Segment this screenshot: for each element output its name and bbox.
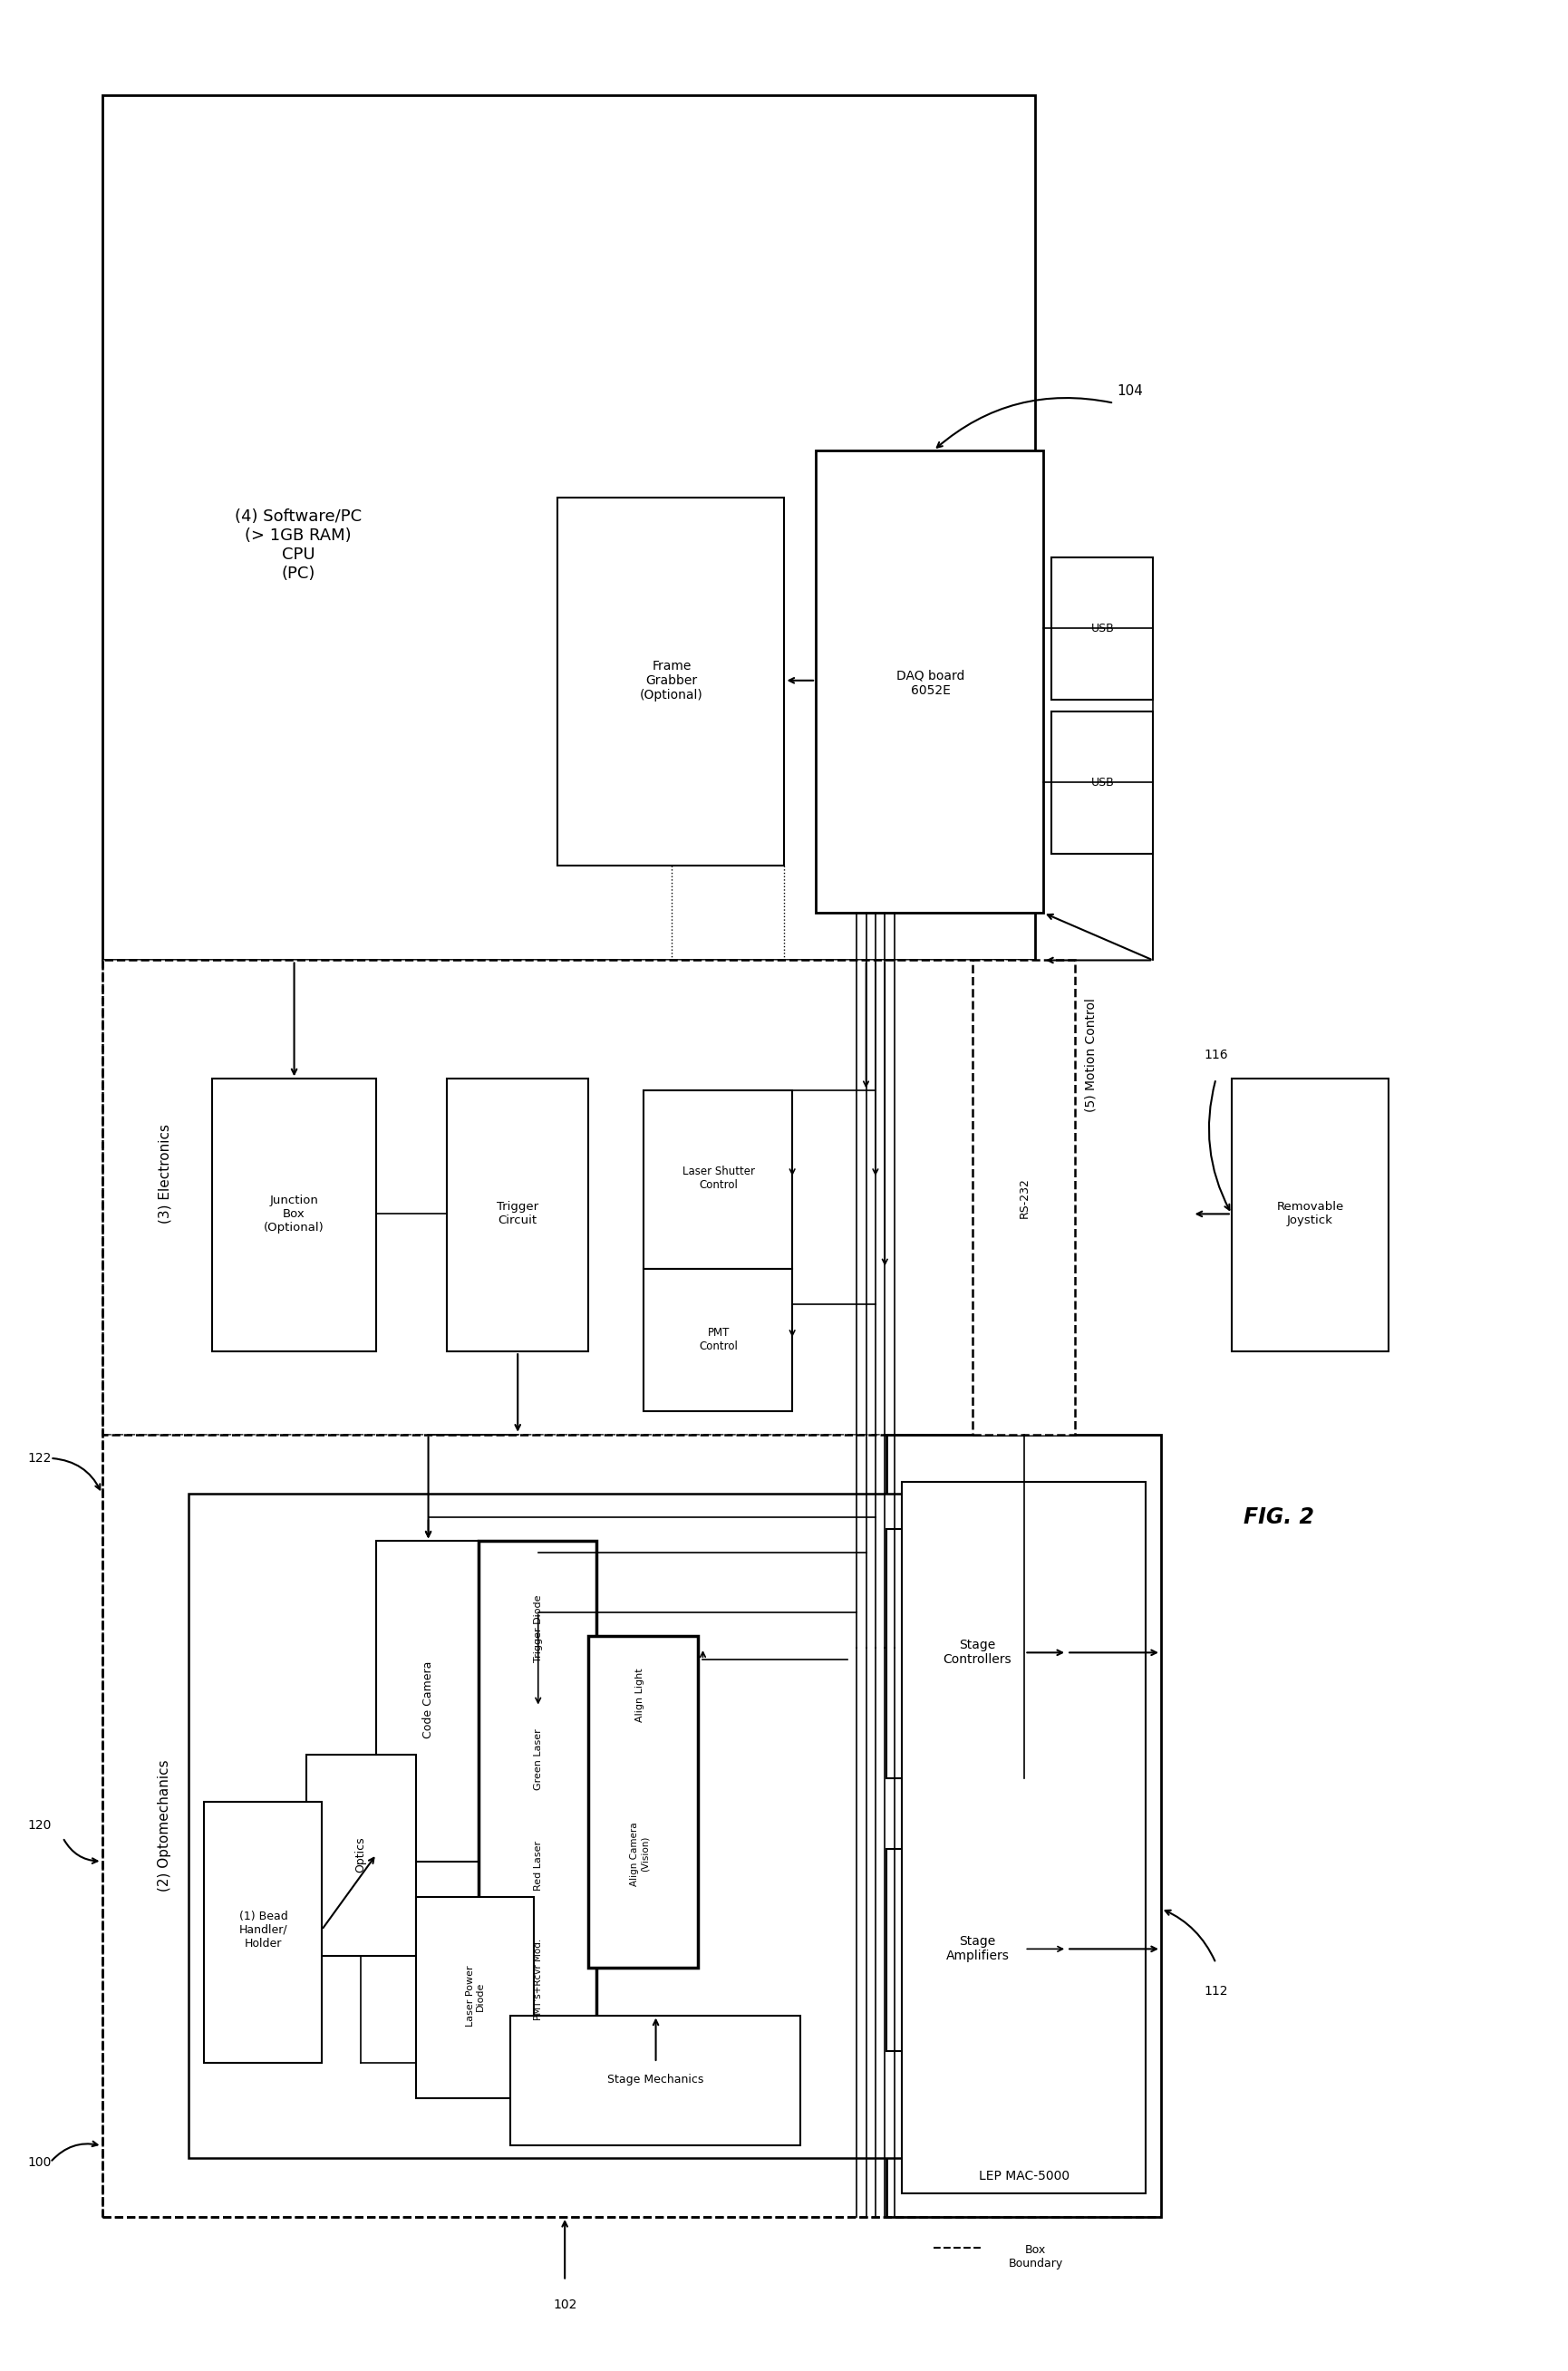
FancyBboxPatch shape xyxy=(886,1434,1160,2217)
Text: Box
Boundary: Box Boundary xyxy=(1008,2245,1062,2269)
FancyBboxPatch shape xyxy=(204,1802,321,2063)
Text: Stage
Amplifiers: Stage Amplifiers xyxy=(946,1935,1008,1963)
Text: Junction
Box
(Optional): Junction Box (Optional) xyxy=(263,1195,325,1233)
FancyBboxPatch shape xyxy=(886,1529,1066,1778)
Text: (2) Optomechanics: (2) Optomechanics xyxy=(158,1759,171,1892)
Text: USB: USB xyxy=(1091,624,1113,633)
FancyBboxPatch shape xyxy=(102,1434,1035,2217)
Text: 102: 102 xyxy=(552,2297,577,2312)
Text: RS-232: RS-232 xyxy=(1018,1176,1030,1219)
FancyBboxPatch shape xyxy=(596,1648,682,1743)
Text: Trigger Diode: Trigger Diode xyxy=(533,1596,543,1662)
Text: USB: USB xyxy=(1091,778,1113,787)
Text: PMT's+Rcvr Mod.: PMT's+Rcvr Mod. xyxy=(533,1939,543,2020)
Text: 116: 116 xyxy=(1203,1048,1228,1062)
FancyBboxPatch shape xyxy=(102,960,1035,1434)
FancyBboxPatch shape xyxy=(212,1079,376,1351)
FancyBboxPatch shape xyxy=(376,1541,478,1861)
Text: Stage
Controllers: Stage Controllers xyxy=(942,1638,1011,1667)
FancyBboxPatch shape xyxy=(557,498,784,865)
Text: LEP MAC-5000: LEP MAC-5000 xyxy=(978,2169,1069,2184)
FancyBboxPatch shape xyxy=(815,450,1043,913)
FancyBboxPatch shape xyxy=(416,1897,533,2098)
Text: 104: 104 xyxy=(1116,384,1142,398)
Text: Laser Power
Diode: Laser Power Diode xyxy=(466,1966,485,2027)
FancyBboxPatch shape xyxy=(494,1814,580,1921)
Text: Trigger
Circuit: Trigger Circuit xyxy=(497,1202,538,1226)
FancyBboxPatch shape xyxy=(1051,711,1152,854)
Text: 112: 112 xyxy=(1203,1985,1228,1999)
FancyBboxPatch shape xyxy=(306,1755,416,1956)
FancyBboxPatch shape xyxy=(494,1553,580,1707)
FancyBboxPatch shape xyxy=(596,1755,682,1956)
Text: 100: 100 xyxy=(27,2155,52,2169)
Text: Code Camera: Code Camera xyxy=(422,1662,434,1738)
Text: Removable
Joystick: Removable Joystick xyxy=(1276,1202,1342,1226)
Text: (5) Motion Control: (5) Motion Control xyxy=(1083,998,1096,1112)
Text: Align Camera
(Vision): Align Camera (Vision) xyxy=(630,1823,649,1885)
Text: (1) Bead
Handler/
Holder: (1) Bead Handler/ Holder xyxy=(238,1911,289,1949)
Text: 120: 120 xyxy=(27,1819,52,1833)
FancyBboxPatch shape xyxy=(478,1541,596,2051)
Text: (4) Software/PC
(> 1GB RAM)
CPU
(PC): (4) Software/PC (> 1GB RAM) CPU (PC) xyxy=(235,510,361,581)
FancyBboxPatch shape xyxy=(1051,557,1152,699)
Text: Laser Shutter
Control: Laser Shutter Control xyxy=(682,1167,754,1190)
FancyBboxPatch shape xyxy=(972,960,1074,1434)
FancyBboxPatch shape xyxy=(510,2015,800,2146)
FancyBboxPatch shape xyxy=(447,1079,588,1351)
Text: Frame
Grabber
(Optional): Frame Grabber (Optional) xyxy=(640,659,702,702)
Text: Green Laser: Green Laser xyxy=(533,1728,543,1790)
FancyBboxPatch shape xyxy=(886,1849,1066,2051)
FancyBboxPatch shape xyxy=(494,1921,580,2039)
FancyBboxPatch shape xyxy=(102,95,1035,960)
FancyBboxPatch shape xyxy=(588,1636,698,1968)
Text: 122: 122 xyxy=(27,1451,52,1465)
FancyBboxPatch shape xyxy=(188,1494,1027,2158)
FancyBboxPatch shape xyxy=(643,1268,792,1411)
FancyBboxPatch shape xyxy=(643,1091,792,1268)
Text: Stage Mechanics: Stage Mechanics xyxy=(607,2075,704,2084)
FancyBboxPatch shape xyxy=(1231,1079,1388,1351)
Text: DAQ board
6052E: DAQ board 6052E xyxy=(895,669,964,697)
Text: (3) Electronics: (3) Electronics xyxy=(158,1124,171,1223)
Text: FIG. 2: FIG. 2 xyxy=(1242,1506,1314,1529)
Text: Align Light: Align Light xyxy=(635,1669,644,1721)
Text: PMT
Control: PMT Control xyxy=(699,1328,737,1351)
FancyBboxPatch shape xyxy=(494,1707,580,1814)
FancyBboxPatch shape xyxy=(902,1482,1145,2193)
Text: Optics: Optics xyxy=(354,1835,367,1873)
Text: Red Laser: Red Laser xyxy=(533,1840,543,1892)
